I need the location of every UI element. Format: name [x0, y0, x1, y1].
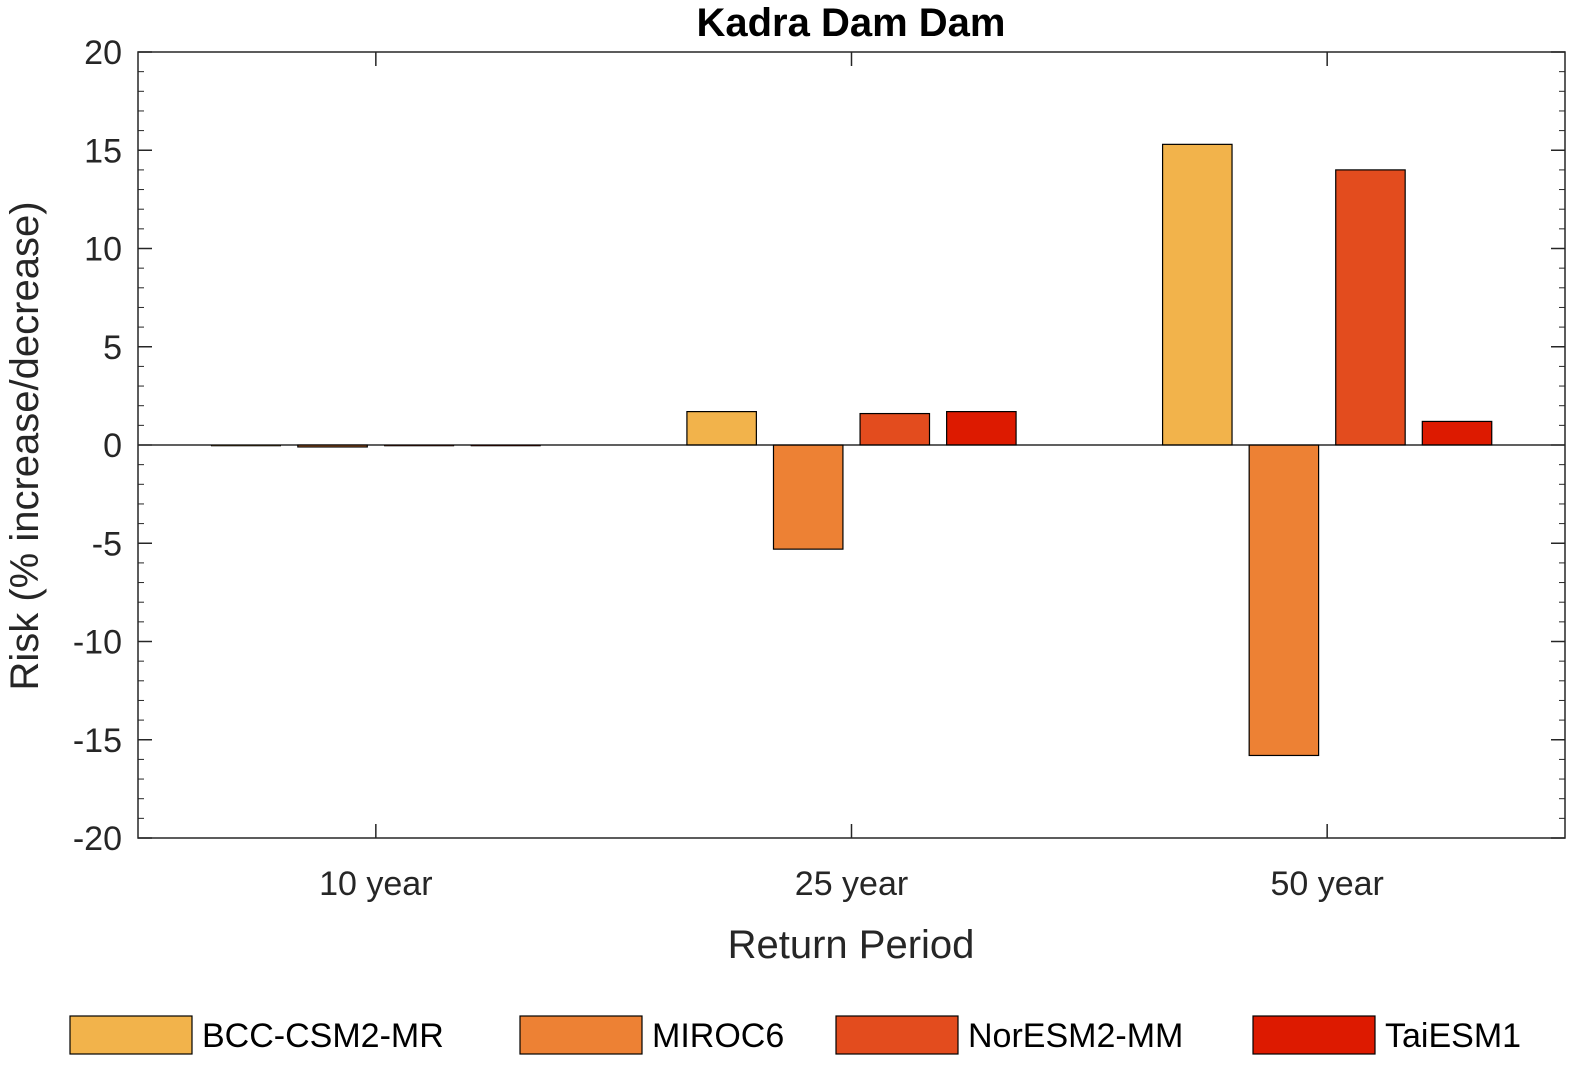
bar-noresm2-mm — [1335, 169, 1406, 446]
bar-taiesm1 — [946, 410, 1017, 446]
legend-swatch — [519, 1015, 643, 1055]
y-tick-label: 5 — [103, 329, 122, 367]
y-tick-label: -5 — [92, 525, 122, 563]
bar-noresm2-mm — [859, 412, 931, 446]
y-axis-label: Risk (% increase/decrease) — [3, 201, 47, 690]
x-axis-label: Return Period — [728, 923, 975, 967]
x-tick-label: 25 year — [795, 865, 908, 903]
y-tick-label: 10 — [84, 231, 122, 269]
legend-label: MIROC6 — [652, 1017, 784, 1055]
x-tick-label: 50 year — [1270, 865, 1383, 903]
x-tick-label: 10 year — [319, 865, 432, 903]
legend-label: TaiESM1 — [1385, 1017, 1521, 1055]
x-axis: 10 year 25 year 50 year — [319, 52, 1384, 903]
bar-taiesm1 — [1421, 420, 1493, 446]
y-axis: 20 15 10 5 0 -5 -10 -15 -20 — [73, 34, 1565, 858]
y-tick-label: -10 — [73, 624, 122, 662]
y-tick-label: -15 — [73, 722, 122, 760]
bar-bcc-csm2-mr — [1161, 143, 1233, 446]
bars — [210, 143, 1493, 757]
bar-miroc6 — [772, 444, 844, 550]
legend: BCC-CSM2-MR MIROC6 NorESM2-MM TaiESM1 — [69, 1015, 1521, 1055]
bar-miroc6 — [1248, 444, 1320, 757]
y-tick-label: -20 — [73, 820, 122, 858]
y-tick-label: 15 — [84, 132, 122, 170]
legend-label: NorESM2-MM — [968, 1017, 1183, 1055]
legend-swatch — [835, 1015, 959, 1055]
chart-title: Kadra Dam Dam — [696, 1, 1005, 45]
bar-bcc-csm2-mr — [686, 410, 757, 446]
legend-swatch — [1252, 1015, 1376, 1055]
legend-label: BCC-CSM2-MR — [202, 1017, 444, 1055]
y-tick-label: 0 — [103, 427, 122, 465]
legend-swatch — [69, 1015, 193, 1055]
y-tick-label: 20 — [84, 34, 122, 72]
